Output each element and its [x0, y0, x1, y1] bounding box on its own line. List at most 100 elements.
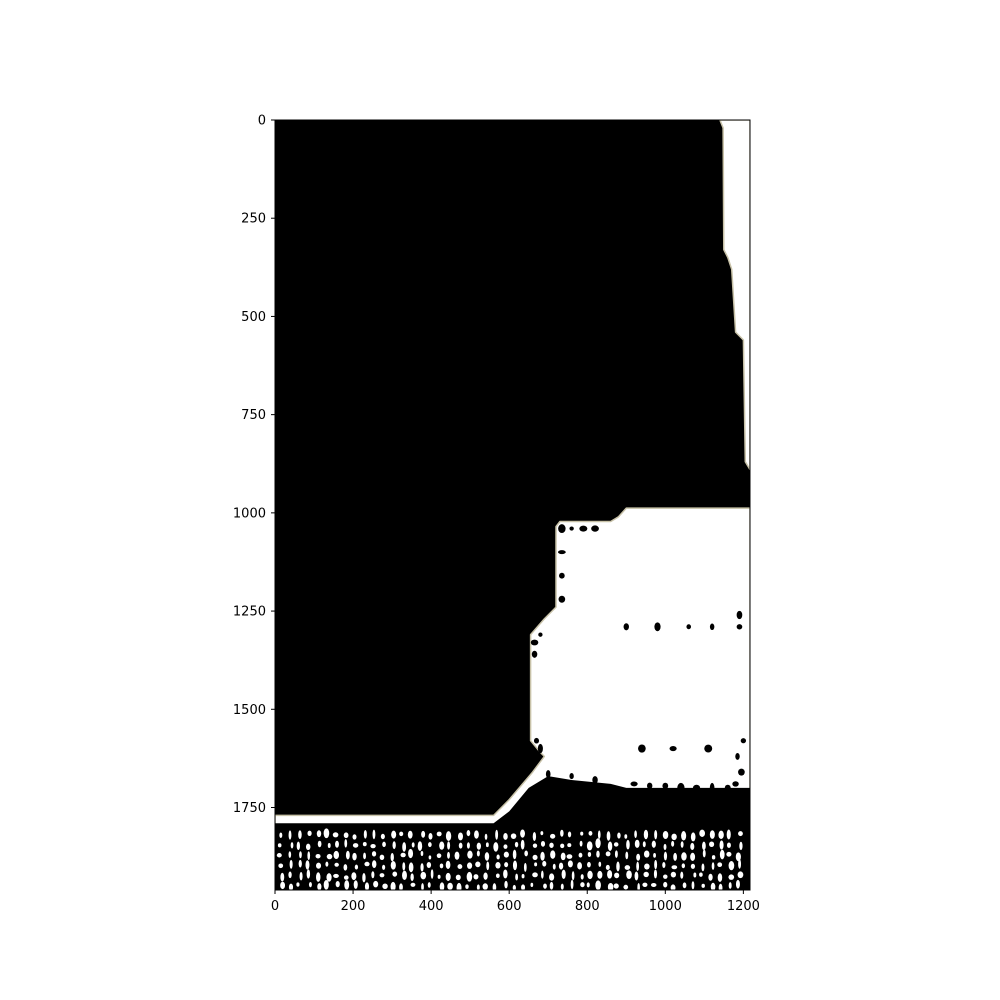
speckle-mark: [420, 871, 427, 880]
speckle-mark: [298, 830, 302, 839]
speckle-mark: [466, 842, 470, 849]
speckle-mark: [540, 831, 544, 836]
plot-frame: [274, 119, 751, 891]
speckle-mark: [280, 881, 286, 890]
speckle-mark: [317, 840, 322, 848]
speckle-mark: [617, 832, 621, 839]
speckle-mark: [711, 862, 715, 870]
speckle-mark: [558, 524, 566, 533]
speckle-mark: [607, 882, 614, 890]
speckle-mark: [288, 871, 292, 879]
speckle-mark: [307, 851, 311, 860]
speckle-mark: [690, 832, 696, 842]
speckle-mark: [591, 525, 599, 532]
speckle-mark: [305, 860, 310, 870]
x-tick-label: 1000: [649, 899, 682, 914]
speckle-mark: [316, 830, 322, 838]
speckle-mark: [382, 883, 388, 889]
speckle-mark: [626, 870, 632, 879]
speckle-mark: [345, 850, 350, 860]
speckle-mark: [447, 851, 450, 859]
speckle-mark: [362, 842, 367, 847]
speckle-mark: [335, 840, 339, 848]
speckle-mark: [512, 849, 517, 860]
speckle-mark: [532, 831, 537, 841]
speckle-mark: [662, 830, 669, 840]
speckle-mark: [456, 882, 462, 890]
speckle-mark: [708, 873, 713, 881]
speckle-mark: [530, 882, 534, 887]
x-tick-label: 200: [341, 899, 366, 914]
speckle-mark: [738, 768, 745, 776]
speckle-mark: [719, 840, 724, 850]
speckle-mark: [637, 882, 640, 890]
speckle-mark: [351, 872, 357, 881]
speckle-mark: [614, 850, 618, 858]
speckle-mark: [717, 862, 723, 868]
region-right-edge-strip: [719, 120, 750, 471]
speckle-mark: [436, 853, 442, 859]
y-tick-label: 1500: [233, 703, 266, 718]
speckle-mark: [315, 853, 321, 859]
y-tick-label: 1250: [233, 605, 266, 620]
speckle-mark: [371, 871, 375, 879]
speckle-mark: [436, 831, 442, 837]
speckle-mark: [702, 841, 706, 851]
speckle-mark: [638, 744, 646, 753]
x-axis: 0 200 400 600 800 1000 1200: [271, 890, 760, 914]
speckle-mark: [680, 871, 684, 879]
speckle-mark: [503, 869, 508, 879]
speckle-mark: [399, 831, 404, 837]
speckle-mark: [523, 862, 527, 872]
speckle-mark: [654, 859, 658, 870]
speckle-mark: [736, 624, 743, 630]
speckle-mark: [353, 880, 358, 889]
speckle-mark: [531, 650, 538, 658]
speckle-mark: [711, 855, 716, 860]
speckle-mark: [439, 841, 445, 850]
speckle-mark: [454, 851, 460, 860]
speckle-mark: [567, 843, 572, 848]
x-tick-label: 400: [419, 899, 444, 914]
speckle-mark: [681, 831, 687, 841]
speckle-mark: [681, 852, 687, 861]
speckle-mark: [670, 871, 677, 878]
speckle-mark: [710, 882, 716, 890]
speckle-mark: [493, 842, 499, 852]
speckle-mark: [371, 860, 377, 869]
speckle-mark: [586, 841, 593, 851]
speckle-mark: [636, 853, 641, 861]
speckle-mark: [437, 874, 441, 879]
speckle-mark: [732, 781, 739, 787]
speckle-mark: [430, 869, 434, 879]
speckle-mark: [586, 882, 590, 888]
speckle-mark: [484, 833, 488, 840]
speckle-mark: [654, 829, 658, 840]
speckle-mark: [616, 861, 620, 872]
speckle-mark: [549, 873, 555, 881]
speckle-mark: [521, 884, 526, 890]
speckle-mark: [532, 872, 538, 878]
speckle-mark: [333, 850, 340, 860]
speckle-mark: [613, 842, 619, 847]
speckle-mark: [484, 852, 490, 861]
speckle-mark: [738, 831, 743, 837]
speckle-mark: [495, 873, 500, 878]
speckle-mark: [728, 882, 732, 889]
speckle-mark: [520, 829, 525, 838]
speckle-mark: [540, 851, 545, 861]
speckle-mark: [597, 870, 603, 879]
speckle-mark: [362, 872, 366, 883]
speckle-mark: [410, 873, 414, 881]
speckle-mark: [439, 863, 444, 869]
speckle-mark: [334, 862, 339, 867]
speckle-mark: [560, 843, 565, 849]
speckle-mark: [344, 880, 350, 890]
speckle-mark: [402, 870, 407, 881]
speckle-layer: [276, 524, 747, 890]
speckle-mark: [485, 842, 489, 848]
speckle-mark: [643, 871, 649, 878]
speckle-mark: [578, 852, 583, 858]
speckle-mark: [371, 851, 377, 857]
speckle-mark: [476, 842, 481, 850]
